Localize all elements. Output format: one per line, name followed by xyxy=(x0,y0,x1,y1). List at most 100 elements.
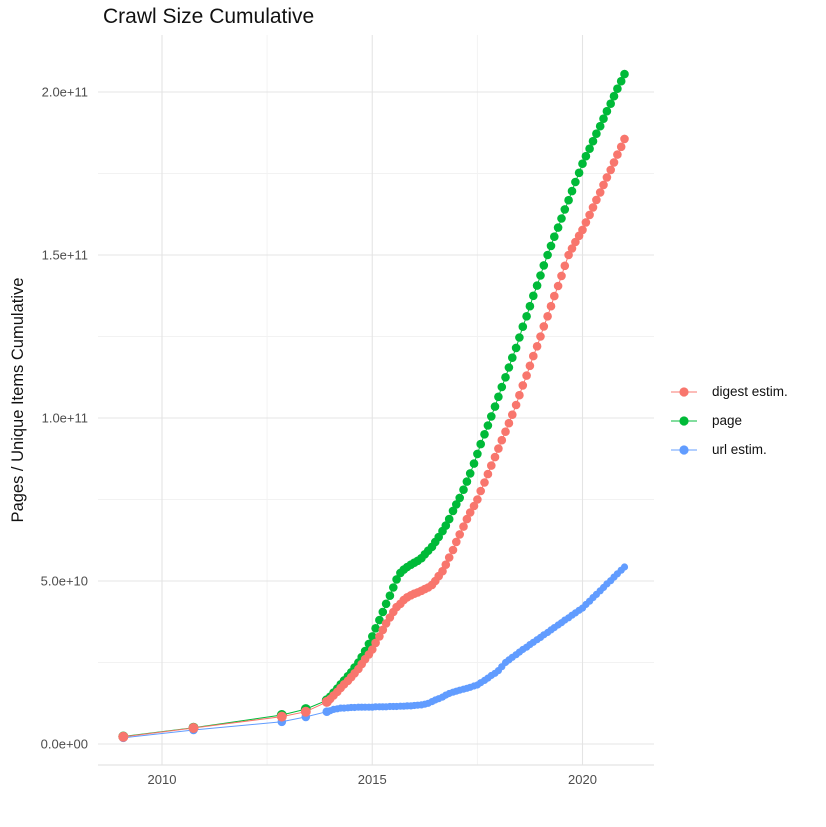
y-tick-label: 0.0e+00 xyxy=(41,737,88,752)
data-point xyxy=(476,439,486,449)
data-point xyxy=(529,291,538,301)
data-point xyxy=(441,560,451,569)
data-point xyxy=(497,382,507,392)
data-point xyxy=(476,486,486,496)
data-point xyxy=(444,514,454,524)
data-point xyxy=(592,195,601,205)
data-point xyxy=(574,168,584,178)
legend-item-page: page xyxy=(671,406,788,435)
data-point xyxy=(543,250,552,260)
data-point xyxy=(392,575,401,584)
data-point xyxy=(613,150,622,159)
data-point xyxy=(375,632,384,641)
data-point xyxy=(609,91,619,101)
y-tick-label: 5.0e+10 xyxy=(41,574,88,589)
legend: digest estim. page url estim. xyxy=(671,377,788,464)
y-tick-label: 1.5e+11 xyxy=(42,248,88,263)
data-point xyxy=(515,333,524,342)
data-point xyxy=(487,412,496,421)
data-point xyxy=(620,563,629,571)
data-point xyxy=(518,381,528,390)
data-point xyxy=(536,271,545,280)
data-point xyxy=(469,459,479,468)
y-tick-label: 2.0e+11 xyxy=(42,85,88,100)
data-point xyxy=(441,521,451,530)
data-point xyxy=(588,203,598,212)
data-point xyxy=(525,361,535,371)
legend-label-digest-estim: digest estim. xyxy=(712,384,788,399)
data-point xyxy=(368,645,377,654)
y-axis-title: Pages / Unique Items Cumulative xyxy=(9,277,27,523)
data-point xyxy=(455,493,465,503)
data-point xyxy=(539,322,549,331)
data-point xyxy=(188,723,199,733)
data-point xyxy=(588,136,598,146)
data-point xyxy=(515,390,524,400)
data-point xyxy=(508,353,517,363)
data-point xyxy=(557,214,566,223)
data-point xyxy=(595,188,605,197)
data-point xyxy=(480,478,489,487)
data-point xyxy=(389,583,398,592)
data-point xyxy=(567,244,577,253)
data-point xyxy=(504,363,514,372)
data-point xyxy=(473,495,482,504)
data-point xyxy=(518,322,528,332)
data-point xyxy=(599,180,608,190)
data-point xyxy=(385,591,395,600)
data-point xyxy=(522,312,531,321)
data-point xyxy=(581,218,591,227)
data-point xyxy=(438,566,447,576)
data-point xyxy=(536,332,545,341)
data-point xyxy=(522,371,531,380)
data-point xyxy=(525,301,535,311)
data-point xyxy=(609,158,619,167)
data-point xyxy=(448,506,458,516)
data-point xyxy=(469,501,479,511)
data-point xyxy=(550,232,559,241)
y-tick-label: 1.0e+11 xyxy=(42,411,88,426)
data-point xyxy=(501,373,510,382)
x-tick-label: 2020 xyxy=(568,772,597,787)
data-point xyxy=(448,545,458,555)
data-point xyxy=(501,427,510,437)
data-point xyxy=(532,281,542,290)
data-point xyxy=(490,452,500,462)
data-point xyxy=(578,159,587,168)
data-point xyxy=(564,250,573,260)
data-point xyxy=(487,461,496,470)
data-point xyxy=(371,624,380,633)
data-point xyxy=(465,508,475,517)
legend-label-page: page xyxy=(712,413,743,428)
data-point xyxy=(560,261,570,271)
data-point xyxy=(511,400,521,410)
x-tick-label: 2015 xyxy=(358,772,387,787)
data-point xyxy=(452,537,461,547)
data-point xyxy=(557,271,566,281)
data-point xyxy=(532,342,542,351)
data-point xyxy=(606,99,615,108)
data-point xyxy=(602,173,612,182)
data-point xyxy=(480,430,489,439)
legend-key-url-icon xyxy=(671,444,697,455)
data-point xyxy=(550,291,559,301)
data-point xyxy=(543,312,552,321)
data-point xyxy=(459,522,468,531)
chart-title: Crawl Size Cumulative xyxy=(103,5,315,28)
data-point xyxy=(459,485,468,495)
data-point xyxy=(606,165,615,175)
data-point xyxy=(368,632,377,641)
data-point xyxy=(602,106,612,116)
data-point xyxy=(276,711,287,722)
data-point xyxy=(560,205,570,214)
data-point xyxy=(508,410,517,420)
data-point xyxy=(616,76,626,86)
data-point xyxy=(375,615,384,625)
data-point xyxy=(564,195,573,205)
data-point xyxy=(585,210,594,220)
data-point xyxy=(546,301,556,311)
data-point xyxy=(378,607,388,617)
legend-key-page-icon xyxy=(671,415,697,426)
